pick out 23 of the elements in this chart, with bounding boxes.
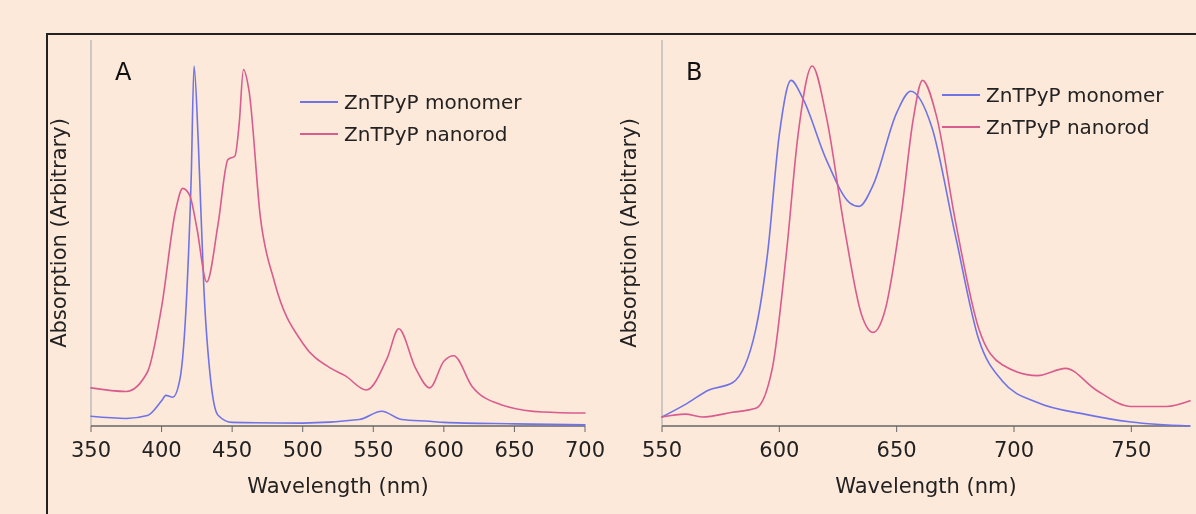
x-tick-label: 400	[141, 438, 182, 462]
x-tick-label: 350	[70, 438, 112, 462]
x-axis-title: Wavelength (nm)	[247, 474, 429, 498]
x-tick-label: 700	[564, 438, 606, 462]
chart-title: A	[115, 58, 132, 86]
x-tick-label: 600	[423, 438, 464, 462]
legend-label: ZnTPyP monomer	[986, 83, 1165, 107]
y-axis-title: Absorption (Arbitrary)	[617, 118, 641, 348]
x-tick-label: 450	[212, 438, 253, 462]
x-tick-label: 600	[759, 438, 800, 462]
x-tick-label: 550	[641, 438, 683, 462]
chart-title: B	[686, 58, 703, 86]
x-tick-label: 550	[353, 438, 394, 462]
x-tick-label: 700	[993, 438, 1035, 462]
legend-label: ZnTPyP nanorod	[344, 122, 508, 146]
x-tick-label: 650	[876, 438, 917, 462]
x-tick-label: 750	[1111, 438, 1152, 462]
legend-label: ZnTPyP monomer	[344, 90, 523, 114]
y-axis-title: Absorption (Arbitrary)	[47, 118, 71, 348]
legend-label: ZnTPyP nanorod	[986, 115, 1150, 139]
x-axis-title: Wavelength (nm)	[835, 474, 1017, 498]
x-tick-label: 500	[282, 438, 323, 462]
x-tick-label: 650	[494, 438, 535, 462]
